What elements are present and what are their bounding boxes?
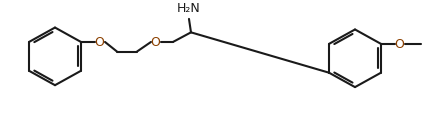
Text: H₂N: H₂N: [177, 2, 201, 15]
Text: O: O: [150, 36, 160, 49]
Text: O: O: [394, 38, 404, 51]
Text: O: O: [94, 36, 104, 49]
